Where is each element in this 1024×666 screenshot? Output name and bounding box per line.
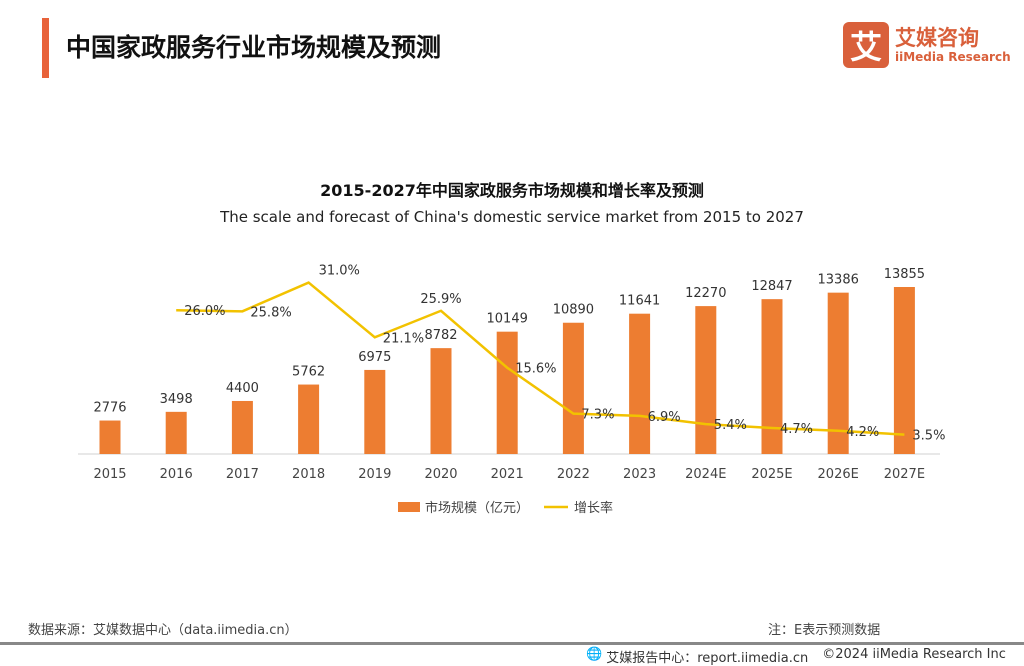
- bar: [761, 299, 783, 454]
- logo: 艾 艾媒咨询 iiMedia Research: [843, 22, 1011, 68]
- x-tick-label: 2016: [160, 467, 193, 482]
- bar: [562, 322, 584, 454]
- footer-divider: [0, 642, 1024, 645]
- chart-subtitle: The scale and forecast of China's domest…: [220, 208, 804, 226]
- line-label: 3.5%: [912, 429, 945, 444]
- bar: [893, 287, 915, 454]
- x-tick-label: 2015: [93, 467, 126, 482]
- line-label: 25.9%: [420, 292, 461, 307]
- line-label: 4.7%: [780, 422, 813, 437]
- footer: 🌐 艾媒报告中心：report.iimedia.cn ©2024 iiMedia…: [586, 647, 1006, 666]
- bar: [496, 331, 518, 454]
- line-label: 7.3%: [581, 408, 614, 423]
- x-tick-label: 2022: [557, 467, 590, 482]
- bar-label: 13386: [818, 273, 859, 288]
- x-tick-label: 2023: [623, 467, 656, 482]
- bar-label: 11641: [619, 294, 660, 309]
- logo-mark: 艾: [843, 22, 889, 68]
- x-tick-label: 2024E: [685, 467, 726, 482]
- bar-label: 12847: [751, 279, 792, 294]
- copyright: ©2024 iiMedia Research Inc: [822, 647, 1006, 662]
- data-source: 数据来源：艾媒数据中心（data.iimedia.cn）: [28, 623, 298, 638]
- bar-label: 3498: [160, 392, 193, 407]
- logo-cn: 艾媒咨询: [895, 26, 979, 50]
- line-label: 25.8%: [250, 305, 291, 320]
- forecast-note: 注：E表示预测数据: [768, 623, 881, 638]
- bar-label: 8782: [424, 328, 457, 343]
- page-title: 中国家政服务行业市场规模及预测: [66, 33, 442, 62]
- line-label: 31.0%: [319, 264, 360, 279]
- line-label: 21.1%: [383, 331, 424, 346]
- title-accent-bar: [42, 18, 49, 78]
- bar: [364, 369, 386, 454]
- bar: [827, 292, 849, 454]
- logo-en: iiMedia Research: [895, 50, 1011, 64]
- x-tick-label: 2018: [292, 467, 325, 482]
- x-tick-label: 2021: [491, 467, 524, 482]
- bar-label: 4400: [226, 381, 259, 396]
- bar-label: 5762: [292, 365, 325, 380]
- line-label: 5.4%: [714, 418, 747, 433]
- x-tick-label: 2025E: [751, 467, 792, 482]
- bar-label: 13855: [884, 267, 925, 282]
- globe-icon: 🌐: [586, 647, 603, 662]
- legend-line-label: 增长率: [574, 500, 613, 516]
- x-tick-label: 2017: [226, 467, 259, 482]
- report-link[interactable]: 艾媒报告中心：report.iimedia.cn: [606, 651, 809, 666]
- bar-label: 10149: [487, 312, 528, 327]
- bar-label: 2776: [93, 401, 126, 416]
- line-label: 15.6%: [515, 362, 556, 377]
- line-label: 26.0%: [184, 304, 225, 319]
- x-tick-label: 2026E: [818, 467, 859, 482]
- x-tick-label: 2019: [358, 467, 391, 482]
- bar: [430, 348, 452, 454]
- bar: [231, 400, 253, 454]
- growth-rate-line: [176, 281, 905, 436]
- bar: [695, 306, 717, 454]
- x-tick-label: 2027E: [884, 467, 925, 482]
- bar-label: 12270: [685, 286, 726, 301]
- legend-bar-swatch: [398, 502, 420, 512]
- bar: [298, 384, 320, 454]
- line-label: 6.9%: [648, 410, 681, 425]
- x-tick-label: 2020: [424, 467, 457, 482]
- bar: [99, 420, 121, 454]
- bar: [165, 411, 187, 454]
- bar: [629, 313, 651, 454]
- bar-label: 10890: [553, 303, 594, 318]
- bar-label: 6975: [358, 350, 391, 365]
- chart-title: 2015-2027年中国家政服务市场规模和增长率及预测: [320, 181, 704, 200]
- legend-bar-label: 市场规模（亿元）: [425, 500, 529, 516]
- line-label: 4.2%: [846, 425, 879, 440]
